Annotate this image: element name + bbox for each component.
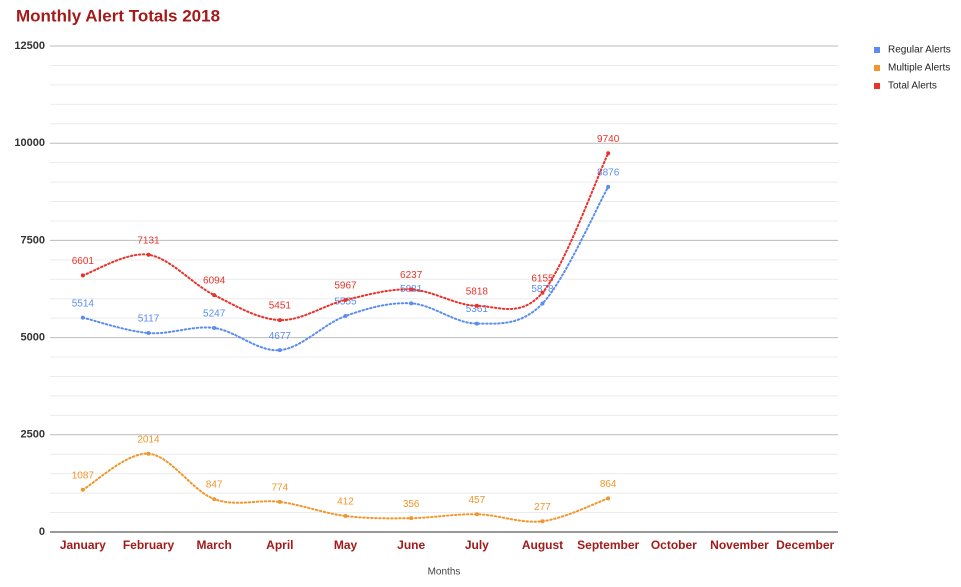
x-tick-label: August [522, 538, 563, 552]
data-point [277, 499, 282, 504]
x-tick-label: November [710, 538, 769, 552]
data-label: 5818 [466, 286, 489, 297]
x-axis-label: Months [428, 567, 461, 578]
data-label: 9740 [597, 134, 620, 145]
data-label: 5514 [72, 298, 95, 309]
x-tick-label: September [577, 538, 639, 552]
data-label: 5247 [203, 309, 226, 320]
chart-title: Monthly Alert Totals 2018 [16, 6, 220, 25]
data-point [277, 318, 282, 323]
data-point [474, 303, 479, 308]
data-label: 6237 [400, 270, 423, 281]
y-tick-label: 7500 [21, 234, 45, 246]
data-label: 1087 [72, 470, 95, 481]
legend-swatch [874, 65, 880, 71]
series-line [81, 185, 610, 352]
data-point [474, 321, 479, 326]
data-label: 774 [271, 483, 288, 494]
data-label: 457 [468, 495, 485, 506]
data-label: 4677 [269, 331, 292, 342]
data-label: 277 [534, 502, 551, 513]
data-point [277, 348, 282, 353]
data-point [212, 293, 217, 298]
data-point [80, 487, 85, 492]
data-label: 5967 [334, 281, 357, 292]
data-point [146, 252, 151, 257]
data-label: 5878 [531, 284, 554, 295]
data-point [540, 301, 545, 306]
x-tick-label: March [196, 538, 231, 552]
data-point [80, 273, 85, 278]
x-tick-label: April [266, 538, 293, 552]
data-label: 412 [337, 497, 354, 508]
x-tick-label: June [397, 538, 425, 552]
data-label: 847 [206, 480, 223, 491]
x-tick-label: January [60, 538, 106, 552]
data-label: 356 [403, 499, 420, 510]
x-tick-label: May [334, 538, 358, 552]
data-label: 5451 [269, 301, 292, 312]
x-tick-label: February [123, 538, 175, 552]
legend-label: Multiple Alerts [888, 63, 950, 74]
data-point [343, 298, 348, 303]
data-point [343, 513, 348, 518]
data-point [409, 516, 414, 521]
data-label: 2014 [137, 434, 160, 445]
data-point [146, 451, 151, 456]
data-point [212, 325, 217, 330]
x-tick-label: December [776, 538, 834, 552]
data-label: 5361 [466, 304, 489, 315]
data-point [212, 497, 217, 502]
series-line [81, 452, 610, 523]
data-point [409, 287, 414, 292]
y-tick-label: 2500 [21, 429, 45, 441]
data-label: 6094 [203, 276, 226, 287]
x-tick-label: October [651, 538, 697, 552]
data-point [146, 331, 151, 336]
data-label: 6601 [72, 256, 95, 267]
data-label: 5117 [138, 314, 160, 325]
legend-swatch [874, 83, 880, 89]
data-point [80, 315, 85, 320]
data-point [409, 301, 414, 306]
legend-label: Total Alerts [888, 81, 937, 92]
data-point [540, 519, 545, 524]
y-tick-label: 12500 [14, 40, 45, 52]
data-label: 864 [600, 479, 617, 490]
data-label: 7131 [137, 235, 160, 246]
y-tick-label: 10000 [14, 137, 45, 149]
data-point [606, 184, 611, 189]
y-tick-label: 0 [39, 526, 45, 538]
legend-label: Regular Alerts [888, 45, 951, 56]
data-point [606, 496, 611, 501]
legend-swatch [874, 47, 880, 53]
y-tick-label: 5000 [21, 332, 45, 344]
data-label: 5555 [334, 297, 357, 308]
data-point [606, 151, 611, 156]
data-point [474, 512, 479, 517]
x-tick-label: July [465, 538, 489, 552]
data-point [343, 314, 348, 319]
series-line [81, 152, 610, 322]
data-label: 8876 [597, 168, 620, 179]
data-point [540, 290, 545, 295]
data-label: 6155 [531, 273, 554, 284]
